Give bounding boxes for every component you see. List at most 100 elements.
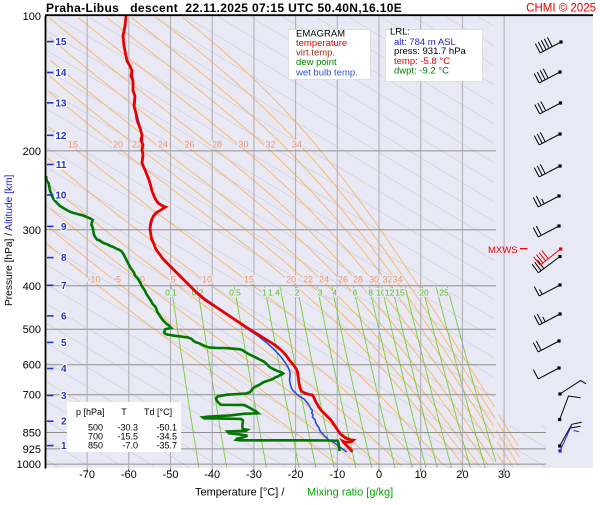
svg-text:22: 22 [303,275,313,285]
svg-text:T: T [121,407,127,417]
svg-text:30: 30 [498,469,510,481]
svg-text:CHMI © 2025: CHMI © 2025 [526,3,596,15]
svg-text:-20: -20 [288,469,304,481]
svg-text:-5: -5 [113,275,121,285]
svg-text:25: 25 [439,288,449,298]
svg-text:dwpt: -9.2 °C: dwpt: -9.2 °C [394,66,449,77]
svg-text:Temperature [°C] /: Temperature [°C] / [195,487,285,499]
svg-text:9: 9 [61,222,67,233]
svg-text:28: 28 [212,140,222,150]
svg-text:-40: -40 [204,469,220,481]
svg-text:2: 2 [61,417,67,428]
svg-text:6: 6 [353,288,358,298]
svg-text:14: 14 [55,68,67,79]
svg-text:32: 32 [265,140,275,150]
svg-text:500: 500 [88,423,103,433]
svg-text:10: 10 [415,469,427,481]
svg-text:850: 850 [23,428,41,440]
svg-text:2: 2 [295,288,300,298]
svg-text:925: 925 [23,444,41,456]
svg-text:temperature: temperature [296,38,347,49]
svg-text:6: 6 [61,311,67,322]
svg-text:p [hPa]: p [hPa] [76,407,105,417]
svg-text:30: 30 [369,275,379,285]
svg-text:wet bulb temp.: wet bulb temp. [295,68,358,79]
svg-text:1: 1 [262,288,267,298]
svg-text:20: 20 [456,469,468,481]
svg-text:-50.1: -50.1 [156,423,177,433]
svg-text:Praha-Libus descent 22.11.2: Praha-Libus descent 22.11.2025 07:15 UTC… [46,1,402,15]
svg-text:1: 1 [61,441,67,452]
svg-text:-10: -10 [87,275,100,285]
svg-text:34: 34 [392,275,402,285]
svg-text:10: 10 [376,288,386,298]
svg-text:26: 26 [184,140,194,150]
svg-text:-70: -70 [79,469,95,481]
svg-text:0: 0 [140,275,145,285]
svg-text:press: 931.7 hPa: press: 931.7 hPa [394,46,467,57]
svg-text:-30: -30 [246,469,262,481]
svg-text:20: 20 [419,288,429,298]
svg-text:15: 15 [55,37,67,48]
svg-text:400: 400 [23,281,41,293]
svg-text:0.1: 0.1 [165,288,177,298]
svg-text:600: 600 [23,360,41,372]
svg-text:15: 15 [395,288,405,298]
svg-text:Mixing ratio [g/kg]: Mixing ratio [g/kg] [307,487,393,499]
svg-text:-60: -60 [121,469,137,481]
svg-text:500: 500 [23,324,41,336]
svg-text:dew point: dew point [296,57,337,68]
svg-text:4: 4 [332,288,337,298]
svg-text:34: 34 [292,140,302,150]
svg-text:7: 7 [61,281,67,292]
svg-text:32: 32 [382,275,392,285]
svg-text:5: 5 [61,338,67,349]
svg-text:5: 5 [170,275,175,285]
svg-text:24: 24 [158,140,168,150]
svg-text:temp: -5.8 °C: temp: -5.8 °C [394,56,450,67]
svg-text:0: 0 [376,469,382,481]
svg-text:20: 20 [286,275,296,285]
svg-text:12: 12 [385,288,395,298]
svg-text:700: 700 [23,390,41,402]
svg-text:EMAGRAM: EMAGRAM [296,29,345,40]
svg-text:11: 11 [56,160,67,171]
svg-text:-30.3: -30.3 [117,423,138,433]
svg-text:3: 3 [318,288,323,298]
svg-text:13: 13 [55,98,67,109]
svg-text:20: 20 [113,140,123,150]
svg-text:30: 30 [238,140,248,150]
svg-text:MXWS: MXWS [488,245,518,256]
svg-text:8: 8 [368,288,373,298]
svg-text:-35.7: -35.7 [156,441,177,451]
svg-text:-10: -10 [329,469,345,481]
svg-text:LRL:: LRL: [390,27,410,38]
svg-text:1.4: 1.4 [268,288,280,298]
svg-text:-15.5: -15.5 [117,432,138,442]
svg-text:-7.0: -7.0 [122,441,138,451]
svg-text:10: 10 [202,275,212,285]
svg-text:4: 4 [61,364,67,375]
svg-text:virt.temp.: virt.temp. [296,48,335,59]
svg-text:-34.5: -34.5 [156,432,177,442]
svg-text:alt: 784 m ASL: alt: 784 m ASL [394,37,456,48]
svg-text:-50: -50 [163,469,179,481]
svg-text:28: 28 [353,275,363,285]
svg-text:Td [°C]: Td [°C] [144,407,172,417]
svg-text:1000: 1000 [17,459,41,471]
svg-text:700: 700 [88,432,103,442]
svg-text:850: 850 [88,441,103,451]
svg-text:300: 300 [23,225,41,237]
svg-text:8: 8 [61,253,67,264]
svg-text:0.5: 0.5 [229,288,241,298]
svg-text:10: 10 [55,191,67,202]
svg-text:200: 200 [23,146,41,158]
svg-text:24: 24 [319,275,329,285]
svg-text:26: 26 [338,275,348,285]
svg-text:100: 100 [23,11,41,23]
svg-text:15: 15 [244,275,254,285]
svg-text:Pressure [hPa] / Altitude [k: Pressure [hPa] / Altitude [km] [4,174,15,306]
svg-text:3: 3 [61,391,67,402]
svg-text:15: 15 [68,140,78,150]
svg-text:12: 12 [55,131,67,142]
